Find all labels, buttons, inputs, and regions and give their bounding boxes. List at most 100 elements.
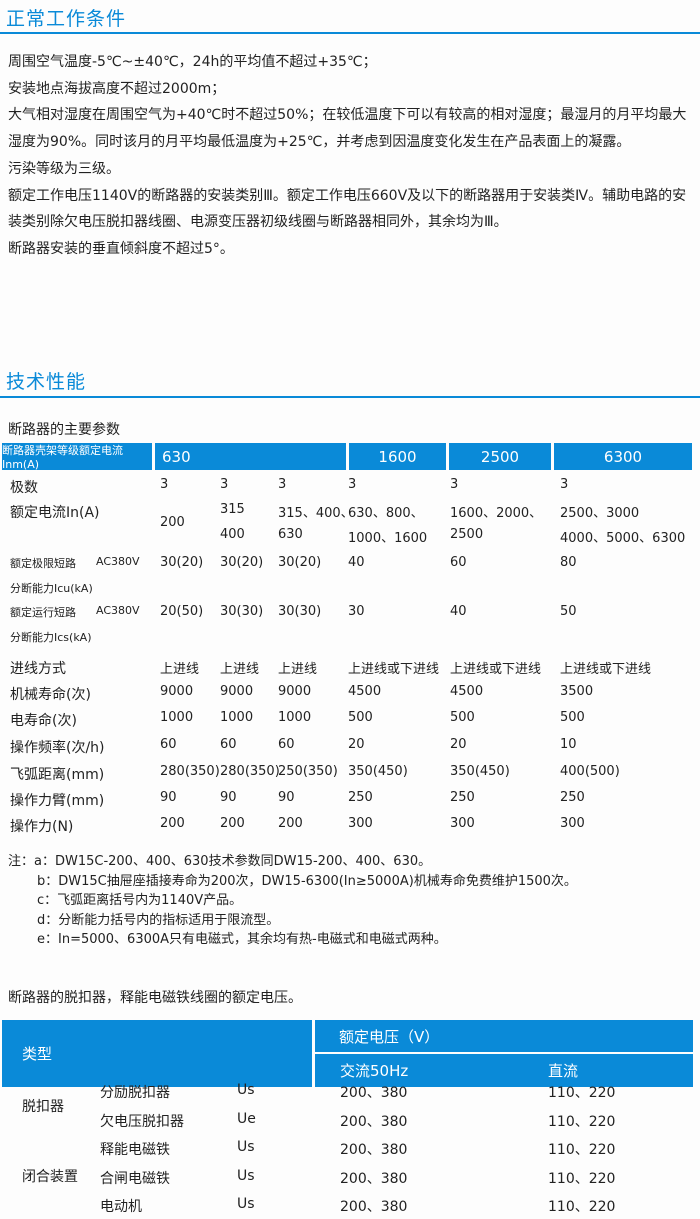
table2-header-ac: 交流50Hz [340,1062,409,1080]
table-cell: 9000 [160,684,194,699]
table-cell: 上进线 [278,662,318,677]
table-cell: 3 [348,477,357,492]
table-cell: 9000 [278,684,312,699]
table2-dc-voltage: 110、220 [548,1199,616,1215]
table-cell: 630 [278,527,303,542]
table-cell: 2500、3000 [560,506,640,521]
table2-group-closing: 闭合装置 [22,1169,78,1185]
table2-header-type: 类型 [2,1020,312,1087]
paragraph: 周围空气温度-5℃~±40℃，24h的平均值不超过+35℃； [8,54,377,70]
table1-header-2500: 2500 [449,443,551,470]
operating-conditions-text: 周围空气温度-5℃~±40℃，24h的平均值不超过+35℃； 安装地点海拔高度不… [8,49,694,263]
row-label: 额定极限短路 [10,557,76,570]
table-cell: 3 [220,477,229,492]
table-cell: 50 [560,604,577,619]
table2-symbol: Us [237,1082,255,1098]
table-cell: 30(20) [160,555,204,570]
table2-ac-voltage: 200、380 [340,1199,408,1215]
table1-notes: 注：a：DW15C-200、400、630技术参数同DW15-200、400、6… [8,852,577,950]
table-cell: 1000 [278,710,312,725]
table-cell: 30(20) [220,555,264,570]
table-cell: 60 [220,737,237,752]
table-cell: 400(500) [560,764,620,779]
paragraph: 污染等级为三级。 [8,160,120,177]
table-cell: 9000 [220,684,254,699]
table-cell: 3500 [560,684,594,699]
row-label: 操作频率(次/h) [10,740,105,756]
row-sublabel: AC380V [96,555,140,568]
table-cell: 4500 [348,684,382,699]
row-label: 分断能力Icu(kA) [10,582,93,595]
row-label: 飞弧距离(mm) [10,767,105,783]
table2-device: 欠电压脱扣器 [100,1113,184,1130]
paragraph: 大气相对湿度在周围空气为+40℃时不超过50%；在较低温度下可以有较高的相对湿度… [8,107,687,151]
table2-device: 释能电磁铁 [100,1142,170,1158]
table-cell: 上进线或下进线 [348,662,440,677]
table-cell: 2500 [450,527,484,542]
table2-ac-voltage: 200、380 [340,1142,408,1158]
table-cell: 20 [348,737,365,752]
table1-header-1600: 1600 [349,443,446,470]
note: 注：a：DW15C-200、400、630技术参数同DW15-200、400、6… [8,854,432,869]
table-cell: 上进线或下进线 [450,662,542,677]
table-cell: 30(30) [278,604,322,619]
table2-device: 电动机 [100,1199,142,1215]
row-label: 额定电流In(A) [10,505,100,521]
table-cell: 90 [278,790,295,805]
table-cell: 300 [450,816,475,831]
table-cell: 200 [160,816,185,831]
table-cell: 1600、2000、 [450,506,543,521]
table2-group-release: 脱扣器 [22,1099,64,1115]
table-cell: 80 [560,555,577,570]
section-title-operating-conditions: 正常工作条件 [6,8,127,30]
table-cell: 500 [450,710,475,725]
table-cell: 20(50) [160,604,204,619]
table2-symbol: Us [237,1196,255,1212]
table2-ac-voltage: 200、380 [340,1170,408,1187]
table-cell: 350(450) [348,764,408,779]
table2-dc-voltage: 110、220 [548,1113,616,1130]
table-cell: 60 [278,737,295,752]
section-title-technical-performance: 技术性能 [6,371,87,393]
paragraph: 额定工作电压1140V的断路器的安装类别Ⅲ。额定工作电压660V及以下的断路器用… [8,187,687,231]
table-cell: 250 [450,790,475,805]
table2-symbol: Us [237,1167,255,1184]
section-divider [0,396,700,398]
table-cell: 315、400、 [278,506,354,521]
table-cell: 上进线 [160,662,200,677]
table-cell: 500 [348,710,373,725]
row-label: 操作力臂(mm) [10,793,105,809]
table2-header-dc: 直流 [548,1062,579,1080]
table1-header-frame-current: 断路器壳架等级额定电流Inm(A) [2,443,152,471]
table-cell: 60 [450,555,467,570]
table2-ac-voltage: 200、380 [340,1113,408,1130]
table2-header-rated-voltage: 额定电压（V） [315,1020,693,1052]
table-cell: 300 [348,816,373,831]
row-sublabel: AC380V [96,604,140,617]
table-cell: 400 [220,527,245,542]
table2-header-subrow: 交流50Hz 直流 [315,1054,693,1087]
row-label: 极数 [10,480,38,496]
table2-dc-voltage: 110、220 [548,1170,616,1187]
table-cell: 3 [450,477,459,492]
row-label: 操作力(N) [10,819,74,835]
row-label: 机械寿命(次) [10,687,91,703]
row-label: 额定运行短路 [10,606,76,619]
table-cell: 90 [220,790,237,805]
table2-symbol: Ue [237,1110,256,1127]
note: e：In=5000、6300A只有电磁式，其余均有热-电磁式和电磁式两种。 [37,932,447,947]
row-label: 进线方式 [10,661,66,677]
table-cell: 4000、5000、6300 [560,531,686,546]
table-cell: 280(350) [160,764,220,779]
paragraph: 断路器安装的垂直倾斜度不超过5°。 [8,240,234,257]
table2-dc-voltage: 110、220 [548,1085,616,1101]
table2-ac-voltage: 200、380 [340,1085,408,1101]
table-cell: 315 [220,502,245,517]
table-cell: 30 [348,604,365,619]
table-cell: 250(350) [278,764,338,779]
table-cell: 40 [450,604,467,619]
table-cell: 3 [160,477,169,492]
table-cell: 1000 [220,710,254,725]
table-cell: 1000、1600 [348,531,428,546]
